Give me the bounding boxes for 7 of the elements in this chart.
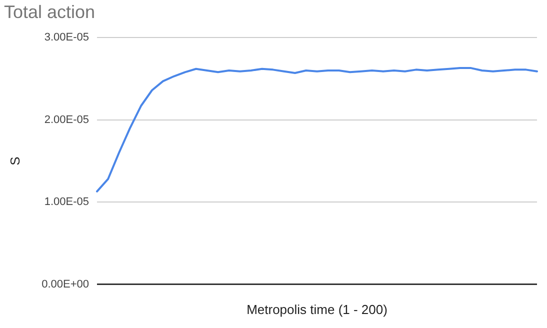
y-axis-title: S (7, 156, 22, 166)
chart-title: Total action (4, 2, 96, 22)
y-tick-label: 1.00E-05 (44, 196, 90, 208)
y-tick-label: 3.00E-05 (44, 32, 90, 44)
x-axis-title: Metropolis time (1 - 200) (246, 302, 388, 317)
y-tick-label: 2.00E-05 (44, 114, 90, 126)
y-tick-label: 0.00E+00 (42, 278, 90, 290)
